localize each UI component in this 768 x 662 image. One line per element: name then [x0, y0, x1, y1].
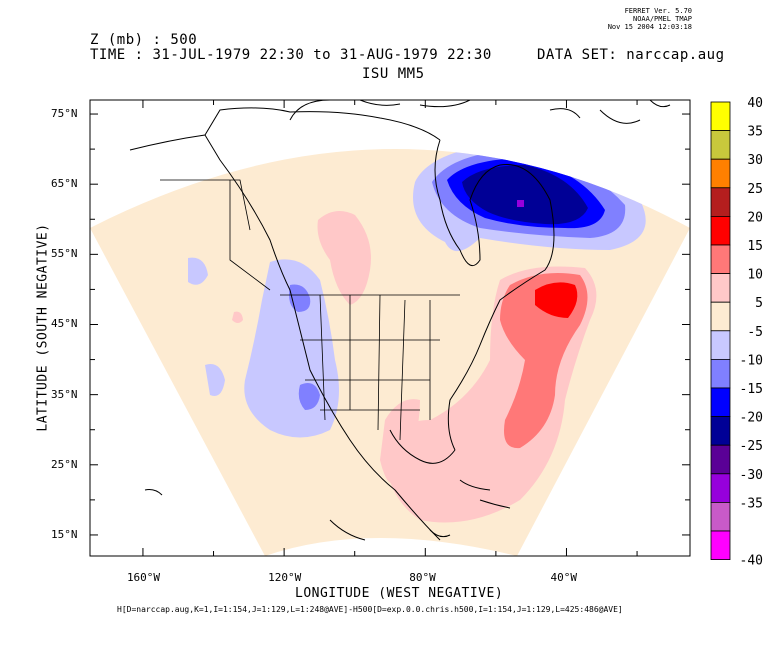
variable-title: Z (mb) : 500 [90, 32, 198, 48]
x-tick-label: 160°W [126, 571, 161, 584]
colorbar-swatch [710, 244, 731, 275]
colorbar-label: -20 [740, 411, 763, 426]
low-west-minus10b [298, 382, 320, 410]
colorbar-label: 25 [747, 182, 763, 197]
colorbar-label: 30 [747, 153, 763, 168]
colorbar: 40 35 30 25 20 15 10 5 -5 -10 -15 -20 -25 -30 -35 -40 [710, 96, 763, 569]
colorbar-label: -30 [740, 468, 763, 483]
colorbar-label: 10 [747, 268, 763, 283]
colorbar-label: -5 [747, 325, 763, 340]
high-small-plus5 [232, 311, 243, 323]
time-range: TIME : 31-JUL-1979 22:30 to 31-AUG-1979 … [90, 47, 492, 63]
colorbar-label: 20 [747, 210, 763, 225]
y-tick-label: 55°N [51, 247, 78, 261]
y-tick-label: 75°N [51, 107, 78, 121]
colorbar-label: -35 [740, 496, 763, 511]
y-tick-label: 35°N [51, 387, 78, 401]
state-borders [160, 179, 460, 441]
ferret-date: Nov 15 2004 12:03:18 [607, 23, 692, 31]
map-plot-area [90, 100, 690, 556]
low-hudson-minus20 [462, 165, 588, 225]
ferret-org: NOAA/PMEL TMAP [632, 15, 692, 23]
axis-ticks [90, 100, 690, 556]
colorbar-label: -25 [740, 439, 763, 454]
low-west-minus10 [289, 284, 311, 312]
colorbar-swatch [710, 273, 731, 303]
low-pacific-minus5b [205, 364, 225, 396]
colorbar-swatch [710, 416, 731, 446]
x-tick-label: 120°W [268, 571, 302, 584]
colorbar-swatch [710, 330, 731, 360]
colorbar-label: -10 [740, 353, 763, 368]
y-tick-label: 15°N [51, 527, 78, 541]
colorbar-label: 5 [755, 296, 763, 311]
model-title: ISU MM5 [362, 66, 425, 82]
high-canada-plus5 [317, 211, 371, 305]
anomaly-fields [100, 149, 646, 523]
colorbar-swatch [710, 301, 731, 332]
colorbar-swatch [710, 501, 731, 532]
colorbar-label: 35 [747, 125, 763, 140]
colorbar-swatch [710, 530, 731, 561]
low-pacific-minus5 [188, 257, 208, 285]
high-mexico-plus5 [380, 399, 420, 483]
colorbar-swatch [710, 130, 731, 160]
y-tick-label: 45°N [51, 317, 78, 331]
colorbar-label: -15 [740, 382, 763, 397]
colorbar-label: -40 [740, 554, 763, 569]
footer-expression: H[D=narccap.aug,K=1,I=1:154,J=1:129,L=1:… [117, 605, 623, 614]
colorbar-label: 40 [747, 96, 763, 111]
x-axis-label: LONGITUDE (WEST NEGATIVE) [295, 586, 504, 601]
ferret-version: FERRET Ver. 5.70 [624, 7, 692, 15]
colorbar-swatch [710, 387, 731, 418]
colorbar-swatch [710, 473, 731, 503]
y-axis-label: LATITUDE (SOUTH NEGATIVE) [35, 223, 51, 432]
plot-frame [89, 99, 691, 557]
coastlines [129, 100, 671, 541]
colorbar-swatch [710, 444, 731, 475]
colorbar-swatch [710, 187, 731, 217]
y-tick-label: 65°N [51, 177, 78, 191]
low-hudson-core [517, 200, 524, 207]
x-tick-label: 40°W [550, 571, 577, 584]
colorbar-swatch [710, 158, 731, 189]
dataset-label: DATA SET: narccap.aug [537, 47, 725, 63]
colorbar-label: 15 [747, 239, 763, 254]
x-tick-label: 80°W [409, 571, 436, 584]
colorbar-swatch [710, 358, 731, 389]
colorbar-swatch [710, 215, 731, 246]
y-tick-label: 25°N [51, 457, 78, 471]
high-atlantic-plus15 [535, 282, 578, 318]
colorbar-swatch [710, 101, 731, 132]
